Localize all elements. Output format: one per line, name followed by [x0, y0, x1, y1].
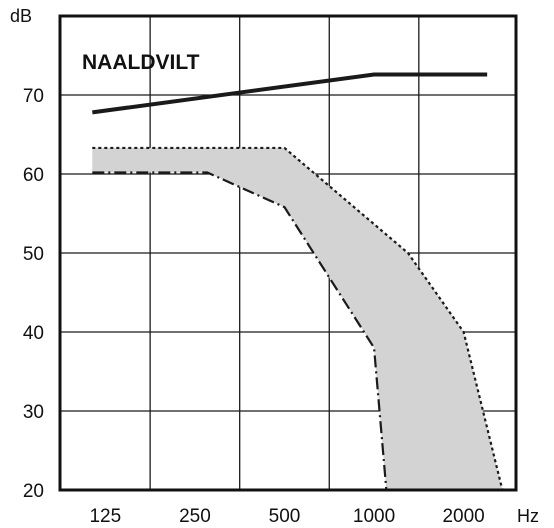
band-layer [92, 147, 503, 490]
y-tick-label: 60 [23, 165, 44, 186]
series-line-solid [92, 72, 488, 115]
x-tick-label: 2000 [442, 506, 484, 527]
x-tick-label: 125 [89, 506, 121, 527]
y-tick-label: 20 [23, 481, 44, 502]
shaded-band [92, 147, 503, 490]
frame-layer [58, 14, 518, 492]
y-tick-label: 70 [23, 86, 44, 107]
chart-title: NAALDVILT [82, 51, 200, 74]
series-line-dotted [92, 146, 504, 491]
x-tick-label: 1000 [353, 506, 395, 527]
tick-layer: 20 30 40 50 60 70 125 250 500 1000 2000 [23, 86, 485, 527]
plot-frame [58, 14, 518, 492]
y-tick-label: 50 [23, 244, 44, 265]
y-tick-label: 40 [23, 323, 44, 344]
x-axis-label: Hz [517, 506, 539, 526]
series-line-dash-dot [92, 171, 388, 491]
x-tick-label: 250 [179, 506, 211, 527]
y-tick-label: 30 [23, 402, 44, 423]
x-tick-label: 500 [269, 506, 301, 527]
series-layer [92, 72, 504, 491]
y-axis-label: dB [10, 6, 32, 26]
